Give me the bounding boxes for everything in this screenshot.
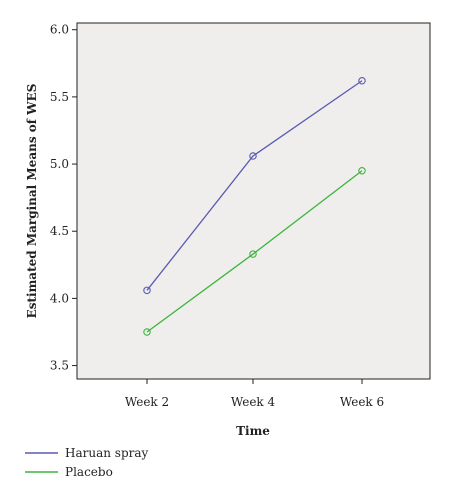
series-line-haruan-spray <box>146 80 363 291</box>
data-point-placebo <box>358 167 366 175</box>
x-axis: Week 2 Week 4 Week 6 <box>125 379 384 409</box>
legend-label-haruan-spray: Haruan spray <box>65 446 149 460</box>
data-point-haruan-spray <box>249 152 257 160</box>
y-tick-label: 5.5 <box>50 90 69 104</box>
y-tick-label: 4.0 <box>50 291 69 305</box>
data-point-placebo <box>143 328 151 336</box>
plot-area <box>76 22 431 380</box>
data-point-placebo <box>249 250 257 258</box>
y-tick-label: 3.5 <box>50 359 69 373</box>
x-tick-label: Week 2 <box>125 395 169 409</box>
x-tick-label: Week 6 <box>340 395 384 409</box>
series-layer <box>143 77 366 336</box>
series-line-placebo <box>146 170 363 333</box>
x-axis-title: Time <box>236 424 270 438</box>
y-axis-title: Estimated Marginal Means of WES <box>25 84 39 319</box>
y-tick-label: 5.0 <box>50 157 69 171</box>
data-point-haruan-spray <box>358 77 366 85</box>
legend-label-placebo: Placebo <box>65 465 113 479</box>
x-tick-label: Week 4 <box>231 395 276 409</box>
legend: Haruan spray Placebo <box>25 446 149 479</box>
y-axis: 3.5 4.0 4.5 5.0 5.5 6.0 <box>50 23 77 373</box>
data-point-haruan-spray <box>143 286 151 295</box>
y-tick-label: 6.0 <box>50 23 69 37</box>
y-tick-label: 4.5 <box>50 224 69 238</box>
